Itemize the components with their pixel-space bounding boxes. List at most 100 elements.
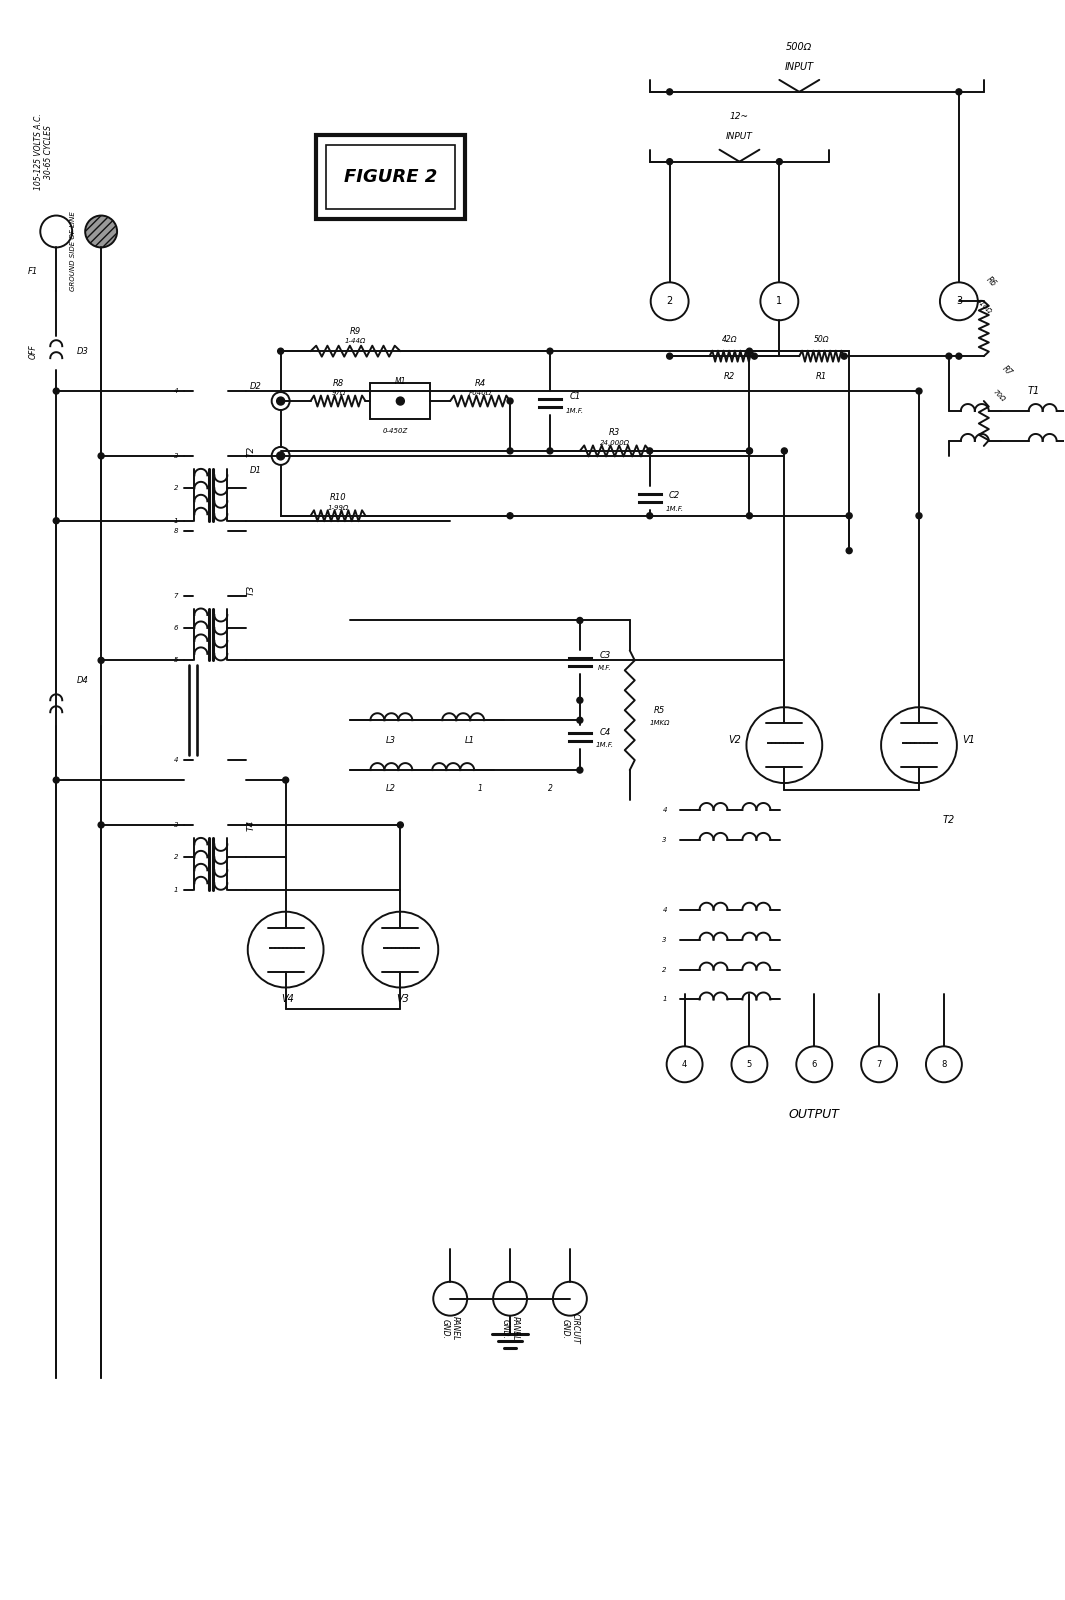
Text: 1: 1 (662, 997, 667, 1003)
Text: 1M.F.: 1M.F. (566, 408, 584, 414)
Circle shape (98, 453, 104, 459)
Text: 7: 7 (174, 592, 178, 598)
Text: R1: R1 (816, 371, 826, 381)
Text: 6: 6 (174, 626, 178, 630)
Circle shape (747, 448, 753, 454)
Text: R9: R9 (349, 326, 361, 336)
Text: OUTPUT: OUTPUT (789, 1107, 839, 1120)
Text: R6: R6 (984, 275, 998, 288)
Text: R8: R8 (333, 379, 344, 387)
Circle shape (916, 389, 922, 394)
Text: D4: D4 (78, 675, 89, 685)
Circle shape (547, 349, 553, 354)
Circle shape (53, 778, 60, 782)
Text: V1: V1 (963, 734, 976, 746)
Text: 1: 1 (174, 886, 178, 893)
Circle shape (278, 349, 283, 354)
Text: C3: C3 (600, 651, 610, 659)
Text: T4: T4 (246, 819, 256, 830)
Text: INPUT: INPUT (785, 62, 814, 72)
Circle shape (53, 518, 60, 523)
Text: 8: 8 (174, 528, 178, 534)
Text: 3: 3 (174, 822, 178, 827)
Circle shape (847, 547, 852, 554)
Text: 4: 4 (662, 907, 667, 912)
Circle shape (277, 397, 284, 405)
Circle shape (507, 398, 513, 405)
Text: 1MKΩ: 1MKΩ (650, 720, 670, 726)
Circle shape (397, 822, 404, 827)
Text: R10: R10 (330, 493, 347, 502)
Text: PANEL
GND.: PANEL GND. (441, 1317, 460, 1341)
Circle shape (277, 451, 284, 459)
Text: 7: 7 (876, 1059, 882, 1069)
Circle shape (646, 512, 653, 518)
Text: C4: C4 (600, 728, 610, 736)
Circle shape (956, 90, 962, 94)
Text: 1: 1 (776, 296, 783, 306)
Circle shape (782, 448, 787, 454)
Text: 8: 8 (941, 1059, 947, 1069)
Text: M1: M1 (395, 376, 406, 386)
Text: D2: D2 (250, 381, 262, 390)
Text: T2: T2 (246, 445, 256, 456)
Text: 1-44Ω: 1-44Ω (345, 338, 366, 344)
Text: 1M.F.: 1M.F. (666, 506, 684, 512)
Text: 410Ω: 410Ω (976, 298, 993, 315)
Circle shape (776, 158, 783, 165)
Circle shape (577, 698, 583, 704)
Text: 1: 1 (478, 784, 482, 792)
Text: 4: 4 (662, 806, 667, 813)
Circle shape (667, 158, 673, 165)
Text: R3: R3 (609, 429, 621, 437)
Circle shape (841, 354, 847, 358)
Text: L3: L3 (386, 736, 395, 744)
Text: T3: T3 (246, 586, 256, 597)
Text: 2: 2 (662, 966, 667, 973)
Text: OFF: OFF (29, 344, 37, 358)
Text: R5: R5 (654, 706, 666, 715)
Text: R4: R4 (475, 379, 486, 387)
Text: 5: 5 (747, 1059, 752, 1069)
Text: D3: D3 (78, 347, 89, 355)
Circle shape (507, 512, 513, 518)
Circle shape (747, 448, 753, 454)
Text: 2: 2 (667, 296, 673, 306)
Text: R2: R2 (724, 371, 735, 381)
Text: 12~: 12~ (730, 112, 749, 122)
Circle shape (98, 822, 104, 827)
Text: T2: T2 (943, 814, 955, 826)
Text: 4: 4 (682, 1059, 687, 1069)
Text: CIRCUIT
GND.: CIRCUIT GND. (560, 1314, 579, 1344)
Text: D1: D1 (250, 466, 262, 475)
Text: V4: V4 (281, 995, 294, 1005)
Circle shape (507, 448, 513, 454)
Text: 500Ω: 500Ω (786, 42, 813, 51)
Circle shape (847, 512, 852, 518)
Text: C2: C2 (669, 491, 681, 501)
Text: T1: T1 (1028, 386, 1039, 397)
Circle shape (547, 448, 553, 454)
Text: 70Ω: 70Ω (992, 389, 1006, 403)
Text: 3: 3 (174, 453, 178, 459)
Text: 50Ω: 50Ω (814, 334, 829, 344)
Circle shape (667, 354, 673, 358)
Circle shape (956, 354, 962, 358)
Text: 3: 3 (955, 296, 962, 306)
Circle shape (98, 658, 104, 664)
Bar (371, 382, 430, 419)
Circle shape (577, 766, 583, 773)
Text: 1M.F.: 1M.F. (595, 742, 613, 749)
Text: L2: L2 (386, 784, 395, 792)
Text: 1: 1 (174, 518, 178, 523)
Circle shape (752, 354, 757, 358)
Text: 97Ω: 97Ω (331, 390, 346, 397)
Circle shape (646, 448, 653, 454)
Circle shape (667, 90, 673, 94)
Text: 0-450Z: 0-450Z (382, 427, 408, 434)
Text: 3: 3 (662, 837, 667, 843)
Text: 24,000Ω: 24,000Ω (600, 440, 629, 446)
Circle shape (577, 717, 583, 723)
Circle shape (282, 778, 289, 782)
Text: INPUT: INPUT (726, 133, 753, 141)
